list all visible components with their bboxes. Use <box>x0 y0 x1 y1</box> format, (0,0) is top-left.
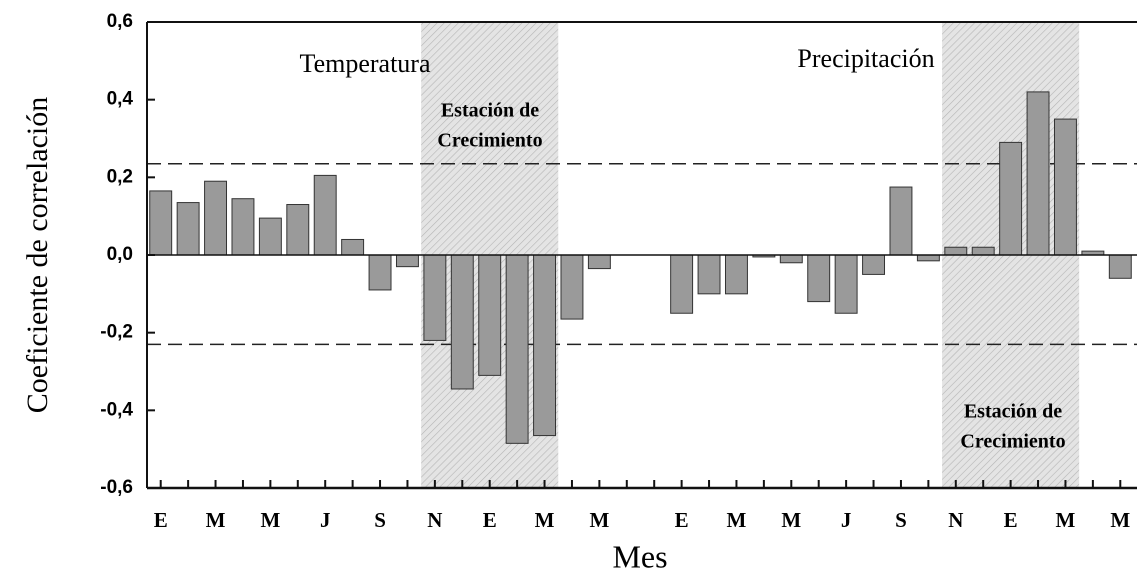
x-tick-label: M <box>206 508 226 532</box>
bar <box>505 254 529 444</box>
bar <box>560 254 584 320</box>
bar <box>450 254 474 390</box>
x-tick-label: N <box>948 508 963 532</box>
bar <box>149 190 173 256</box>
bar <box>341 238 365 256</box>
bar <box>670 254 694 314</box>
bar <box>313 174 337 256</box>
annotation: Estación de <box>964 401 1062 423</box>
annotation: Temperatura <box>300 49 431 78</box>
bar <box>368 254 392 291</box>
bar <box>533 254 557 437</box>
x-tick-label: E <box>1004 508 1018 532</box>
bar <box>697 254 721 295</box>
y-tick-label: 0,6 <box>107 11 133 32</box>
x-tick-label: M <box>1056 508 1076 532</box>
x-tick-label: S <box>895 508 907 532</box>
y-axis-label: Coeficiente de correlación <box>21 97 54 414</box>
y-tick-label: 0,2 <box>107 166 133 187</box>
bar <box>944 246 968 256</box>
bar <box>862 254 886 275</box>
y-tick-label: -0,4 <box>100 399 133 420</box>
x-tick-label: M <box>589 508 609 532</box>
bar <box>889 186 913 256</box>
bar <box>807 254 831 303</box>
x-tick-label: M <box>727 508 747 532</box>
x-tick-label: E <box>483 508 497 532</box>
annotation: Crecimiento <box>437 130 542 152</box>
y-tick-label: -0,2 <box>100 322 133 343</box>
x-tick-label: J <box>320 508 331 532</box>
bar <box>587 254 611 270</box>
bar <box>231 198 255 256</box>
y-tick-label: 0,4 <box>107 89 134 110</box>
annotation: Precipitación <box>797 44 934 73</box>
annotation: Estación de <box>441 100 539 122</box>
x-tick-label: M <box>781 508 801 532</box>
y-tick-label: 0,0 <box>107 244 133 265</box>
x-tick-label: M <box>260 508 280 532</box>
x-axis-label: Mes <box>612 538 667 574</box>
bar <box>971 246 995 256</box>
x-tick-label: J <box>841 508 852 532</box>
bar <box>779 254 803 264</box>
y-tick-label: -0,6 <box>100 477 133 498</box>
bar <box>478 254 502 376</box>
bar <box>395 254 419 268</box>
bar <box>1053 118 1077 256</box>
bar <box>258 217 282 256</box>
x-tick-label: M <box>535 508 555 532</box>
bar <box>286 204 310 256</box>
bar <box>999 141 1023 256</box>
bar <box>834 254 858 314</box>
annotation: Crecimiento <box>960 431 1065 453</box>
bar <box>1108 254 1132 279</box>
bar <box>423 254 447 341</box>
x-tick-label: N <box>427 508 442 532</box>
x-tick-label: M <box>1110 508 1130 532</box>
bar <box>1026 91 1050 256</box>
x-tick-label: S <box>374 508 386 532</box>
bar <box>916 254 940 262</box>
bar <box>204 180 228 256</box>
bar <box>176 202 200 256</box>
x-tick-label: E <box>154 508 168 532</box>
x-tick-label: E <box>675 508 689 532</box>
bar <box>724 254 748 295</box>
